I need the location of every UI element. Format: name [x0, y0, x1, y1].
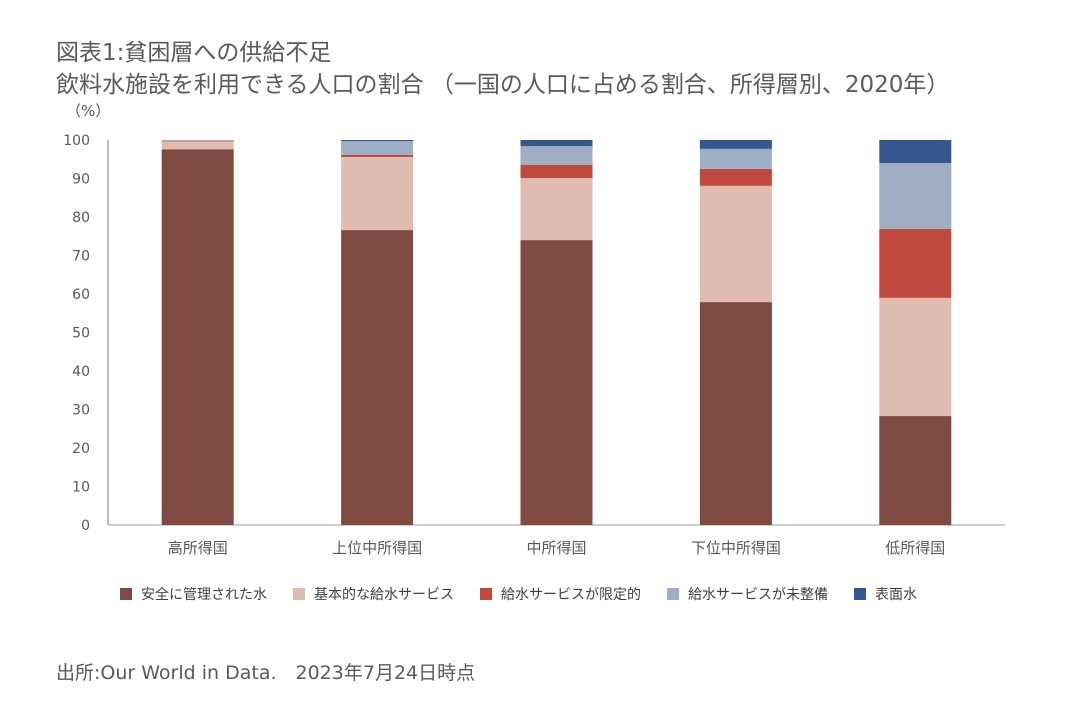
- y-tick-label: 0: [81, 518, 90, 534]
- x-tick-label: 中所得国: [526, 539, 586, 557]
- bar-segment: [520, 240, 593, 525]
- bar-segment: [161, 140, 234, 141]
- bar-segment: [699, 302, 772, 525]
- legend-item: 給水サービスが限定的: [480, 584, 641, 604]
- legend-swatch: [293, 588, 305, 600]
- x-tick-label: 低所得国: [885, 539, 945, 557]
- y-tick-label: 20: [72, 441, 90, 457]
- bar-segment: [161, 149, 234, 526]
- bar-segment: [520, 165, 593, 179]
- legend-item: 給水サービスが未整備: [667, 584, 828, 604]
- chart-legend: 安全に管理された水 基本的な給水サービス 給水サービスが限定的 給水サービスが未整備 表…: [120, 584, 943, 604]
- bar-segment: [520, 146, 593, 166]
- legend-swatch: [667, 588, 679, 600]
- y-tick-label: 30: [72, 403, 90, 419]
- bar-segment: [699, 168, 772, 186]
- legend-swatch: [480, 588, 492, 600]
- bar-segment: [879, 228, 952, 298]
- bar-segment: [161, 140, 234, 142]
- y-axis-unit-label: （%）: [66, 102, 111, 120]
- bar-segment: [341, 230, 414, 525]
- x-tick-label: 上位中所得国: [332, 539, 422, 557]
- bar-segment: [341, 155, 414, 157]
- legend-label: 給水サービスが未整備: [688, 587, 828, 603]
- legend-label: 給水サービスが限定的: [501, 587, 641, 603]
- legend-item: 安全に管理された水: [120, 584, 267, 604]
- bar-segment: [879, 416, 952, 525]
- bar-segment: [879, 140, 952, 164]
- source-note: 出所:Our World in Data. 2023年7月24日時点: [56, 662, 476, 684]
- bar-segment: [341, 140, 414, 142]
- bar-segment: [520, 178, 593, 241]
- bar-segment: [699, 185, 772, 303]
- y-tick-label: 80: [72, 210, 90, 226]
- bar-segment: [341, 141, 414, 156]
- y-tick-label: 70: [72, 249, 90, 265]
- y-tick-label: 40: [72, 364, 90, 380]
- y-tick-label: 100: [63, 133, 90, 149]
- chart-title-line1: 図表1:貧困層への供給不足: [56, 40, 332, 66]
- bar-segment: [699, 148, 772, 169]
- legend-label: 基本的な給水サービス: [314, 587, 454, 603]
- legend-swatch: [120, 588, 132, 600]
- bar-segment: [341, 156, 414, 231]
- legend-label: 表面水: [875, 587, 917, 603]
- y-tick-label: 50: [72, 326, 90, 342]
- x-tick-label: 下位中所得国: [691, 539, 781, 557]
- bar-segment: [879, 297, 952, 417]
- legend-item: 基本的な給水サービス: [293, 584, 454, 604]
- y-tick-label: 90: [72, 172, 90, 188]
- y-tick-label: 10: [72, 480, 90, 496]
- bar-segment: [879, 163, 952, 229]
- bar-segment: [699, 140, 772, 149]
- y-tick-label: 60: [72, 287, 90, 303]
- bar-segment: [161, 141, 234, 150]
- x-tick-label: 高所得国: [168, 539, 228, 557]
- legend-swatch: [854, 588, 866, 600]
- legend-item: 表面水: [854, 584, 917, 604]
- bar-segment: [520, 140, 593, 147]
- legend-label: 安全に管理された水: [141, 587, 267, 603]
- chart-title-line2: 飲料水施設を利用できる人口の割合 （一国の人口に占める割合、所得層別、2020年…: [56, 72, 950, 98]
